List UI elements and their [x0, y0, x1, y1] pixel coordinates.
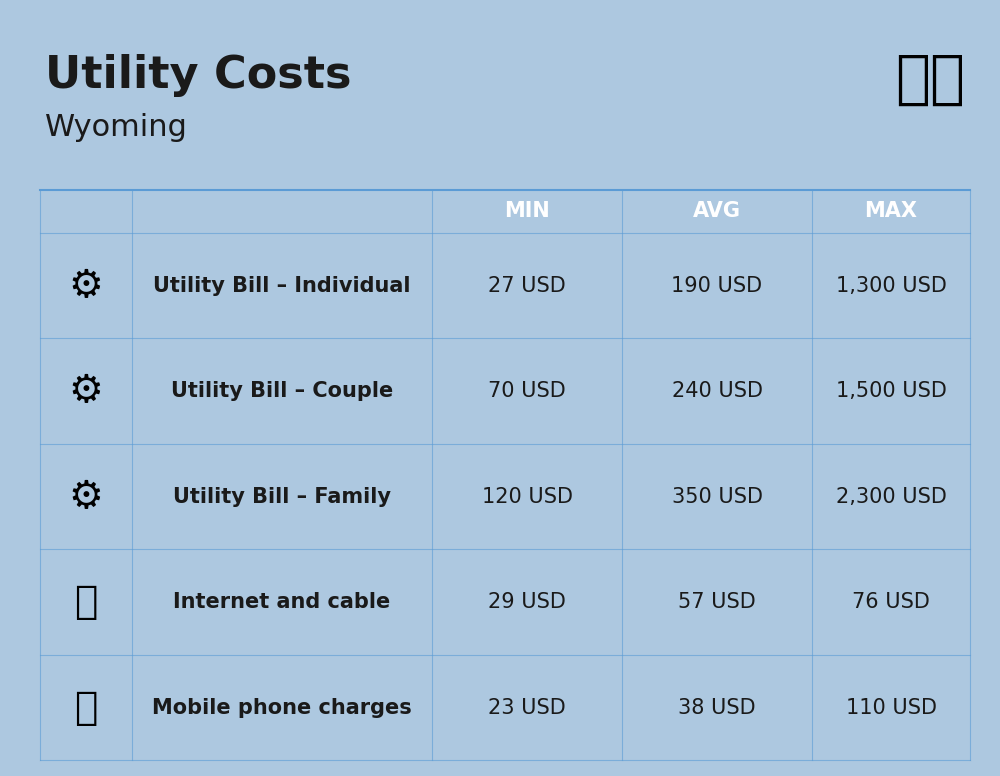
Text: 76 USD: 76 USD [852, 592, 930, 612]
Text: ⚙️: ⚙️ [69, 372, 103, 410]
Text: 38 USD: 38 USD [678, 698, 756, 718]
Text: 🇺🇸: 🇺🇸 [895, 50, 965, 107]
Text: 2,300 USD: 2,300 USD [836, 487, 946, 507]
Text: Utility Bill – Family: Utility Bill – Family [173, 487, 391, 507]
Text: 23 USD: 23 USD [488, 698, 566, 718]
Text: 27 USD: 27 USD [488, 275, 566, 296]
Text: 190 USD: 190 USD [671, 275, 763, 296]
Text: 110 USD: 110 USD [846, 698, 936, 718]
Text: Internet and cable: Internet and cable [173, 592, 391, 612]
Text: 350 USD: 350 USD [672, 487, 763, 507]
Text: 70 USD: 70 USD [488, 381, 566, 401]
Text: AVG: AVG [693, 202, 741, 221]
Text: Utility Bill – Couple: Utility Bill – Couple [171, 381, 393, 401]
Text: 29 USD: 29 USD [488, 592, 566, 612]
Text: 120 USD: 120 USD [482, 487, 572, 507]
Text: MAX: MAX [864, 202, 918, 221]
Text: 📱: 📱 [74, 689, 98, 726]
Text: 1,300 USD: 1,300 USD [836, 275, 946, 296]
Text: 57 USD: 57 USD [678, 592, 756, 612]
Text: Mobile phone charges: Mobile phone charges [152, 698, 412, 718]
Text: ⚙️: ⚙️ [69, 267, 103, 304]
Text: ⚙️: ⚙️ [69, 478, 103, 515]
Text: Utility Costs: Utility Costs [45, 54, 352, 97]
Text: MIN: MIN [504, 202, 550, 221]
Text: 📡: 📡 [74, 584, 98, 621]
Text: 240 USD: 240 USD [672, 381, 763, 401]
Text: 1,500 USD: 1,500 USD [836, 381, 946, 401]
Text: Wyoming: Wyoming [45, 113, 188, 141]
Text: Utility Bill – Individual: Utility Bill – Individual [153, 275, 411, 296]
